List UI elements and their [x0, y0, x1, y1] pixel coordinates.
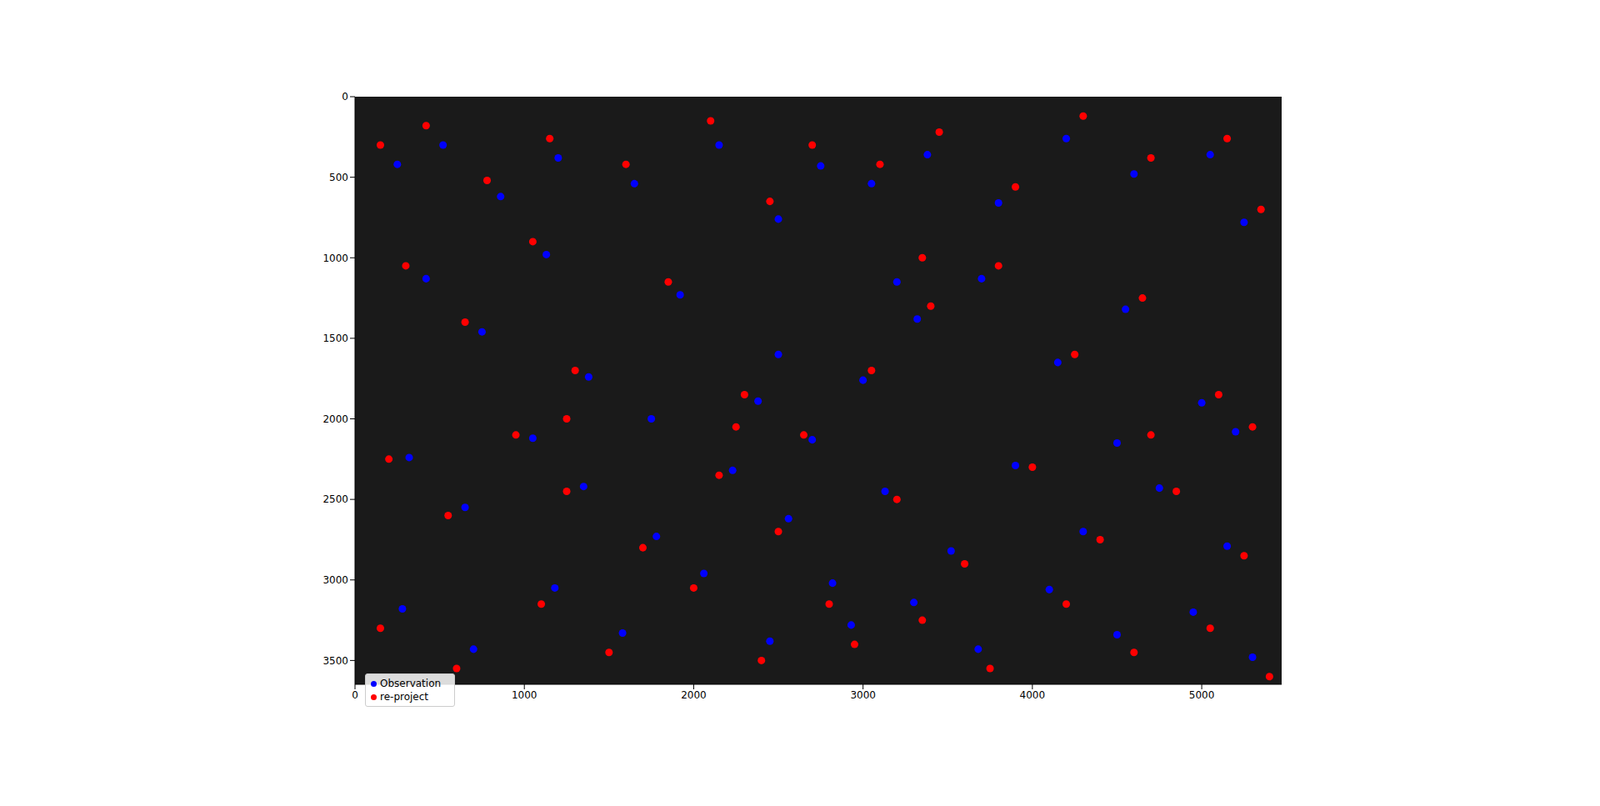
svg-text:500: 500	[329, 171, 349, 184]
svg-text:3000: 3000	[850, 689, 876, 701]
html-text:Observation: Observation	[380, 677, 441, 690]
svg-text:0: 0	[341, 90, 349, 103]
svg-text:3500: 3500	[322, 655, 349, 667]
html-text:re-project: re-project	[380, 690, 429, 703]
svg-text:4000: 4000	[1020, 689, 1046, 701]
svg-text:1000: 1000	[511, 689, 538, 701]
svg-text:0: 0	[351, 689, 359, 701]
svg-text:2000: 2000	[680, 689, 707, 701]
svg-text:2000: 2000	[322, 413, 349, 425]
svg-text:2500: 2500	[322, 493, 349, 505]
svg-text:1000: 1000	[322, 252, 349, 265]
svg-text:1500: 1500	[322, 332, 349, 345]
svg-text:5000: 5000	[1189, 689, 1215, 701]
svg-text:3000: 3000	[322, 574, 349, 586]
